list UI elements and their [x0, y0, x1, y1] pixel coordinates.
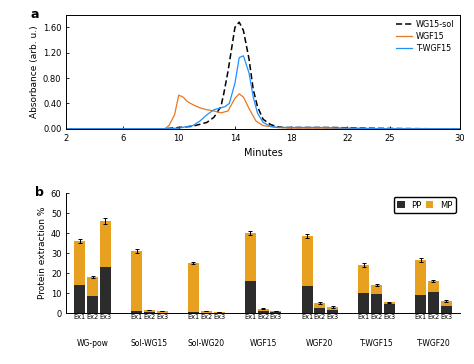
- Bar: [188, 312, 199, 313]
- Bar: [100, 221, 111, 267]
- Bar: [314, 308, 326, 313]
- Bar: [441, 301, 452, 306]
- Bar: [157, 311, 168, 313]
- Bar: [74, 241, 85, 285]
- Bar: [415, 295, 426, 313]
- Bar: [131, 251, 142, 311]
- Text: a: a: [31, 8, 39, 21]
- Bar: [270, 311, 282, 312]
- Bar: [100, 267, 111, 313]
- Bar: [245, 233, 256, 281]
- X-axis label: Minutes: Minutes: [244, 148, 283, 158]
- Bar: [301, 236, 313, 286]
- Bar: [257, 309, 269, 311]
- Bar: [415, 260, 426, 295]
- Bar: [87, 277, 98, 296]
- Text: T-WGF20: T-WGF20: [417, 339, 450, 348]
- Bar: [441, 306, 452, 313]
- Text: b: b: [35, 186, 44, 199]
- Bar: [257, 311, 269, 313]
- Bar: [371, 285, 382, 294]
- Bar: [314, 303, 326, 308]
- Legend: PP, MP: PP, MP: [394, 197, 456, 213]
- Bar: [245, 281, 256, 313]
- Bar: [144, 312, 155, 313]
- Text: WG-pow: WG-pow: [77, 339, 109, 348]
- Bar: [384, 302, 395, 304]
- Bar: [131, 311, 142, 313]
- Bar: [358, 265, 369, 293]
- Bar: [428, 281, 439, 292]
- Text: T-WGF15: T-WGF15: [360, 339, 393, 348]
- Legend: WG15-sol, WGF15, T-WGF15: WG15-sol, WGF15, T-WGF15: [394, 19, 456, 55]
- Text: WGF15: WGF15: [249, 339, 277, 348]
- Bar: [144, 310, 155, 312]
- Bar: [270, 312, 282, 313]
- Bar: [301, 286, 313, 313]
- Bar: [428, 292, 439, 313]
- Bar: [87, 296, 98, 313]
- Text: Sol-WG15: Sol-WG15: [131, 339, 168, 348]
- Bar: [327, 310, 338, 313]
- Bar: [188, 263, 199, 312]
- Text: Sol-WG20: Sol-WG20: [188, 339, 225, 348]
- Bar: [371, 294, 382, 313]
- Y-axis label: Protein extraction %: Protein extraction %: [38, 207, 47, 299]
- Bar: [384, 304, 395, 313]
- Bar: [358, 293, 369, 313]
- Bar: [213, 312, 225, 313]
- Bar: [74, 285, 85, 313]
- Y-axis label: Absorbance (arb. u.): Absorbance (arb. u.): [30, 25, 39, 118]
- Text: WGF20: WGF20: [306, 339, 334, 348]
- Bar: [327, 307, 338, 310]
- Bar: [201, 311, 212, 313]
